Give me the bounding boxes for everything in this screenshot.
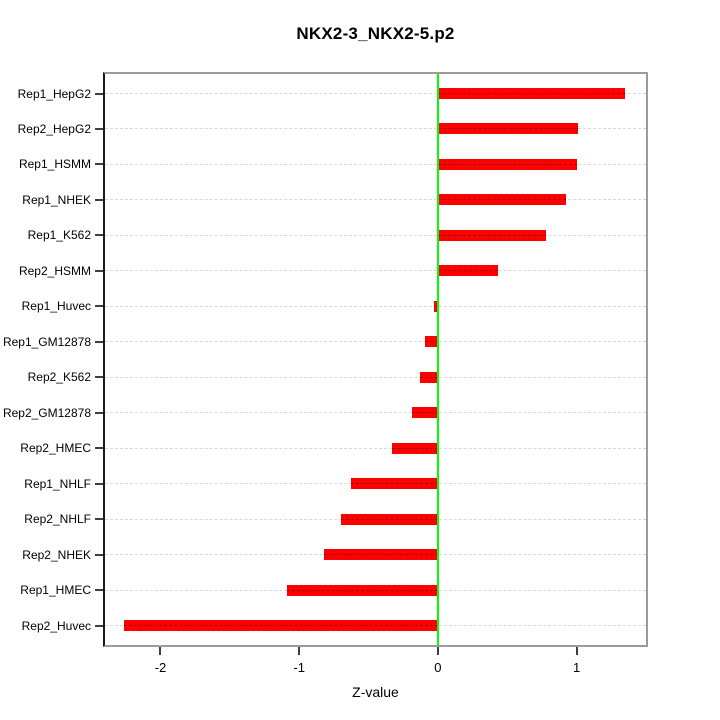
- bar-center-dashes: [433, 305, 438, 307]
- y-tick-label: Rep1_HepG2: [17, 86, 91, 101]
- bar: [437, 123, 579, 135]
- y-tick-mark: [95, 92, 103, 95]
- grid-line: [105, 128, 646, 130]
- y-tick-mark: [95, 234, 103, 237]
- bar: [392, 442, 438, 454]
- bar-center-dashes: [425, 341, 438, 343]
- y-tick-mark: [95, 198, 103, 201]
- bar-center-dashes: [437, 199, 566, 201]
- y-tick-mark: [95, 127, 103, 130]
- bar-center-dashes: [437, 163, 577, 165]
- y-tick-mark: [95, 340, 103, 343]
- y-tick-label: Rep1_HMEC: [20, 583, 91, 598]
- grid-line: [105, 199, 646, 201]
- x-tick-mark: [159, 647, 162, 655]
- bar: [437, 229, 547, 241]
- bar-center-dashes: [437, 93, 626, 94]
- y-tick-mark: [95, 589, 103, 592]
- y-tick-label: Rep2_HSMM: [18, 263, 91, 278]
- x-axis-title: Z-value: [352, 684, 399, 700]
- grid-line: [105, 305, 646, 307]
- plot-area: [103, 72, 648, 647]
- bar: [437, 265, 498, 277]
- y-tick-label: Rep1_GM12878: [2, 334, 91, 349]
- bar: [419, 371, 438, 383]
- bar-center-dashes: [437, 270, 498, 272]
- bar: [324, 549, 438, 561]
- grid-line: [105, 234, 646, 236]
- bar: [437, 158, 577, 170]
- y-tick-label: Rep1_K562: [27, 228, 91, 243]
- grid-line: [105, 412, 646, 414]
- x-tick-mark: [298, 647, 301, 655]
- y-tick-label: Rep2_Huvec: [21, 618, 91, 633]
- bar-center-dashes: [437, 234, 547, 236]
- bar-center-dashes: [392, 447, 438, 449]
- y-tick-mark: [95, 269, 103, 272]
- x-tick-label: 0: [434, 660, 442, 675]
- zero-reference-line: [436, 74, 439, 645]
- bar-center-dashes: [437, 128, 579, 130]
- bar: [437, 194, 566, 206]
- y-tick-label: Rep1_HSMM: [18, 157, 91, 172]
- y-tick-label: Rep2_K562: [27, 370, 91, 385]
- bar-center-dashes: [411, 412, 438, 414]
- bar-center-dashes: [340, 518, 438, 520]
- bar: [340, 513, 438, 525]
- grid-line: [105, 341, 646, 343]
- y-tick-label: Rep1_NHLF: [24, 476, 91, 491]
- bar-center-dashes: [419, 376, 438, 378]
- x-tick-label: -2: [154, 660, 167, 675]
- chart-title: NKX2-3_NKX2-5.p2: [296, 24, 455, 43]
- bar-center-dashes: [286, 589, 438, 591]
- bar-center-dashes: [350, 483, 438, 485]
- bar-center-dashes: [124, 625, 438, 626]
- y-tick-label: Rep1_NHEK: [22, 192, 91, 207]
- grid-line: [105, 93, 646, 94]
- grid-line: [105, 163, 646, 165]
- y-tick-mark: [95, 553, 103, 556]
- y-tick-mark: [95, 305, 103, 308]
- bar: [425, 336, 438, 348]
- bar: [433, 300, 438, 312]
- grid-line: [105, 447, 646, 449]
- bar-center-dashes: [324, 554, 438, 556]
- y-tick-mark: [95, 482, 103, 485]
- y-tick-label: Rep2_NHLF: [24, 512, 91, 527]
- y-tick-mark: [95, 447, 103, 450]
- x-tick-mark: [436, 647, 439, 655]
- y-tick-mark: [95, 163, 103, 166]
- y-tick-label: Rep1_Huvec: [21, 299, 91, 314]
- y-tick-mark: [95, 624, 103, 627]
- bar: [350, 478, 438, 490]
- y-tick-label: Rep2_HMEC: [20, 441, 91, 456]
- bar: [411, 407, 438, 419]
- y-tick-label: Rep2_GM12878: [2, 405, 91, 420]
- grid-line: [105, 270, 646, 272]
- x-tick-label: -1: [293, 660, 305, 675]
- x-tick-mark: [575, 647, 578, 655]
- x-tick-label: 1: [573, 660, 581, 675]
- bar: [286, 584, 438, 596]
- bar: [437, 88, 626, 99]
- y-tick-label: Rep2_NHEK: [22, 547, 91, 562]
- y-tick-label: Rep2_HepG2: [17, 121, 91, 136]
- y-tick-mark: [95, 376, 103, 379]
- y-tick-mark: [95, 518, 103, 521]
- bar: [124, 620, 438, 631]
- grid-line: [105, 376, 646, 378]
- y-tick-mark: [95, 411, 103, 414]
